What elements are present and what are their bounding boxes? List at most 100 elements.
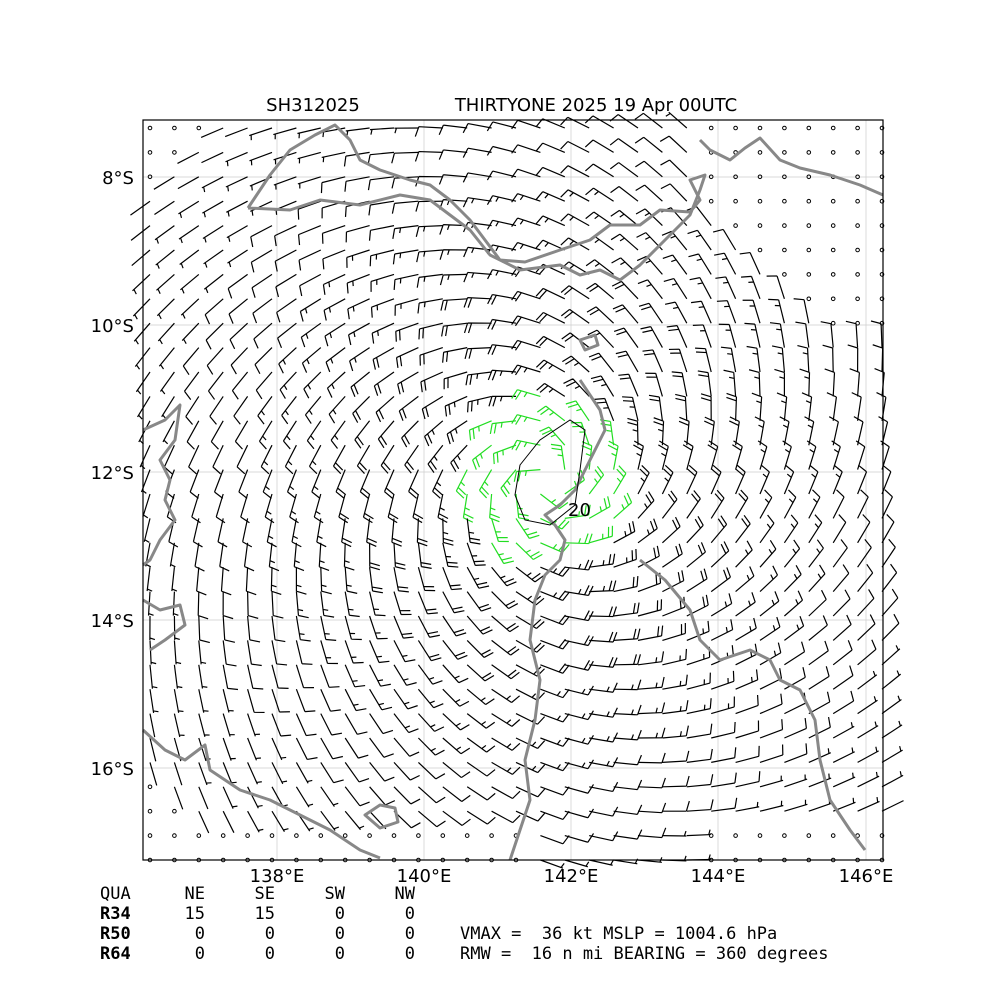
wind-barb: [637, 651, 665, 666]
wind-barb: [783, 564, 802, 593]
wind-barb: [295, 640, 313, 665]
wind-barb: [797, 344, 810, 373]
wind-barb: [585, 211, 614, 227]
wind-barb: [180, 273, 200, 294]
table-cell: R34: [100, 904, 131, 924]
wind-barb: [515, 786, 546, 798]
wind-barb: [198, 810, 210, 834]
contour: [514, 419, 586, 526]
calm-marker: [391, 833, 397, 838]
wind-barb: [466, 713, 496, 729]
calm-marker: [855, 296, 860, 302]
calm-marker: [879, 150, 885, 155]
wind-barb: [442, 713, 470, 731]
wind-barb: [729, 416, 740, 446]
wind-barb: [412, 493, 424, 524]
stats-line: RMW = 16 n mi BEARING = 360 degrees: [460, 944, 828, 964]
wind-barb: [171, 567, 178, 592]
wind-barb: [416, 249, 443, 263]
wind-barb: [345, 225, 370, 243]
wind-barb: [759, 514, 775, 544]
wind-barb: [686, 748, 713, 763]
wind-barb: [271, 591, 284, 619]
wind-barb: [707, 440, 719, 470]
calm-marker: [782, 125, 787, 131]
wind-barb: [832, 640, 853, 666]
wind-barb: [278, 347, 297, 374]
calm-marker: [757, 198, 763, 204]
wind-barb: [849, 368, 861, 397]
wind-barb: [564, 559, 594, 571]
calm-marker: [830, 833, 836, 838]
calm-marker: [440, 833, 446, 838]
wind-barb: [404, 444, 419, 474]
wind-barb: [658, 440, 669, 470]
wind-barb: [462, 493, 474, 523]
wind-barb: [238, 469, 249, 499]
wind-barb: [759, 668, 783, 690]
wind-barb: [784, 667, 806, 690]
coastlines: [141, 123, 884, 861]
wind-barb: [857, 721, 879, 739]
wind-barb: [613, 654, 641, 666]
wind-barb: [662, 543, 683, 568]
wind-barb: [832, 589, 851, 617]
wind-barb: [417, 591, 438, 615]
calm-marker: [782, 833, 787, 838]
wind-barb: [219, 542, 230, 572]
wind-barb: [415, 225, 443, 237]
wind-barb: [711, 747, 737, 763]
wind-barb: [465, 371, 492, 386]
wind-barb: [511, 217, 541, 227]
wind-barb: [198, 615, 210, 644]
wind-barb: [262, 469, 273, 499]
wind-barb: [881, 745, 903, 763]
wind-barbs: [130, 111, 904, 869]
wind-barb: [249, 151, 273, 166]
wind-barb: [393, 664, 417, 686]
wind-barb: [380, 444, 395, 474]
wind-barb: [515, 542, 543, 561]
wind-barb: [491, 761, 521, 775]
wind-barb: [222, 762, 237, 785]
wind-barb: [321, 225, 346, 244]
coastline: [142, 598, 187, 652]
wind-barb: [564, 533, 593, 545]
table-cell: 0: [265, 944, 275, 964]
lon-label: 146°E: [839, 866, 894, 887]
wind-barb: [783, 489, 797, 519]
wind-barb: [710, 619, 734, 641]
wind-barb: [640, 326, 663, 348]
wind-barb: [491, 737, 521, 751]
wind-barb: [609, 162, 639, 178]
wind-barb: [182, 347, 200, 376]
calm-marker: [757, 125, 763, 131]
wind-barb: [320, 810, 340, 831]
wind-barb: [678, 416, 690, 446]
wind-barb: [395, 347, 419, 368]
wind-barb: [442, 542, 459, 568]
wind-barb: [611, 280, 639, 300]
wind-barb: [491, 713, 521, 727]
calm-marker: [879, 272, 885, 277]
wind-barb: [666, 325, 688, 348]
wind-barb: [463, 296, 492, 308]
wind-barb: [189, 469, 200, 499]
wind-barb: [369, 786, 396, 806]
wind-barb: [857, 639, 877, 666]
wind-barb: [784, 743, 808, 763]
calm-marker: [757, 833, 763, 838]
wind-barb: [395, 322, 419, 342]
wind-barb: [832, 747, 855, 763]
wind-barb: [735, 592, 756, 617]
wind-barb: [540, 590, 570, 602]
wind-barb: [177, 176, 200, 190]
lon-label: 144°E: [691, 866, 746, 887]
wind-barb: [686, 464, 698, 495]
wind-barb: [690, 300, 712, 324]
wind-barb: [393, 615, 414, 639]
wind-barb: [370, 298, 395, 318]
wind-barb: [156, 298, 175, 320]
wind-barb: [857, 514, 871, 544]
wind-barb: [564, 734, 594, 745]
